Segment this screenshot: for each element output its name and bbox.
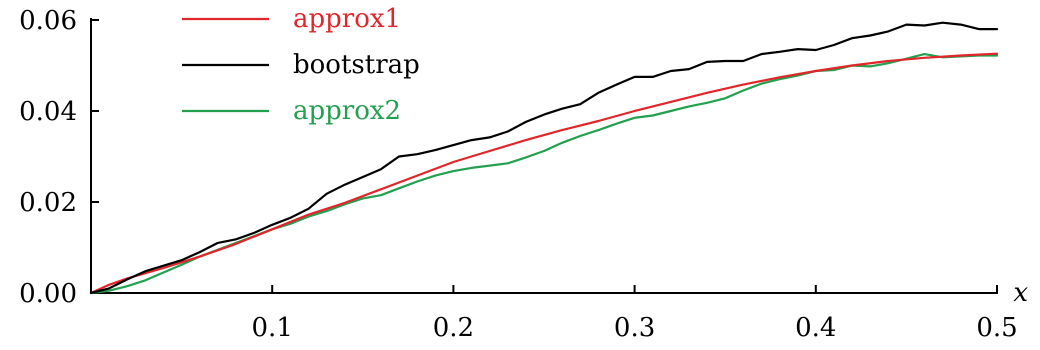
legend-label-approx2: approx2 (293, 96, 401, 126)
axes (90, 18, 998, 294)
x-axis-title: x (1013, 278, 1028, 308)
y-tick-label: 0.04 (19, 97, 77, 127)
legend-label-bootstrap: bootstrap (293, 50, 420, 80)
y-tick-label: 0.06 (19, 6, 77, 36)
series-line-approx1 (89, 52, 999, 295)
series-layer (89, 21, 999, 295)
x-axis-ticks: 0.1 0.2 0.3 0.4 0.5 (252, 285, 1018, 343)
x-tick-label: 0.1 (252, 313, 293, 343)
x-tick-label: 0.2 (433, 313, 474, 343)
series-line-approx2 (89, 52, 999, 295)
x-tick-label: 0.4 (795, 313, 836, 343)
y-tick-label: 0.02 (19, 188, 77, 218)
y-axis-ticks: 0.00 0.02 0.04 0.06 (19, 6, 99, 309)
y-tick-label: 0.00 (19, 279, 77, 309)
legend: approx1 bootstrap approx2 (182, 4, 420, 126)
series-line-bootstrap (89, 21, 999, 295)
x-tick-label: 0.5 (976, 313, 1017, 343)
legend-label-approx1: approx1 (293, 4, 401, 34)
x-tick-label: 0.3 (614, 313, 655, 343)
